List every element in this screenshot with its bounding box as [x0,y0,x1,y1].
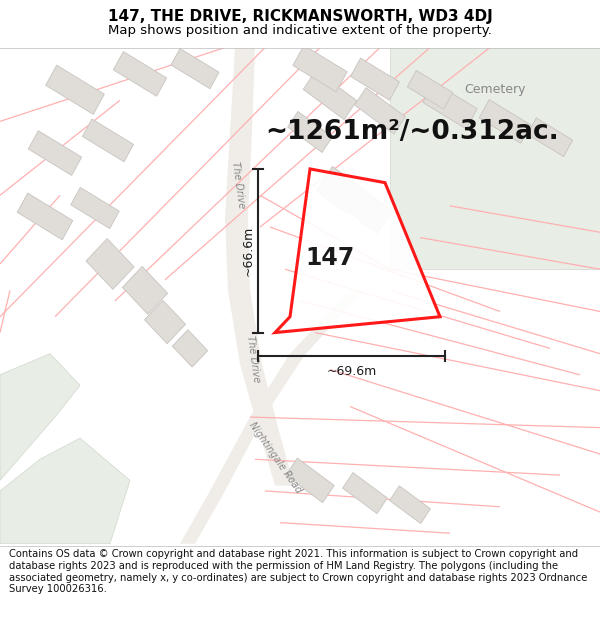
Text: The Drive: The Drive [230,161,246,209]
Text: The Drive: The Drive [245,335,261,383]
Polygon shape [423,82,477,129]
Text: ~69.6m: ~69.6m [326,365,377,378]
Polygon shape [293,46,347,92]
Polygon shape [348,189,392,233]
Polygon shape [172,330,208,367]
Polygon shape [122,266,167,314]
Text: 147, THE DRIVE, RICKMANSWORTH, WD3 4DJ: 147, THE DRIVE, RICKMANSWORTH, WD3 4DJ [107,9,493,24]
Polygon shape [275,169,440,332]
Polygon shape [145,301,185,344]
Polygon shape [171,49,219,89]
Text: Cemetery: Cemetery [464,83,526,96]
Polygon shape [0,438,130,544]
Polygon shape [343,472,388,514]
Polygon shape [17,193,73,240]
Polygon shape [350,58,400,100]
Polygon shape [355,88,406,134]
Polygon shape [71,188,119,229]
Polygon shape [28,131,82,176]
Polygon shape [303,71,357,119]
Text: ~1261m²/~0.312ac.: ~1261m²/~0.312ac. [265,119,559,145]
Polygon shape [113,51,167,96]
Polygon shape [287,111,332,152]
Polygon shape [225,48,294,486]
Polygon shape [86,239,134,289]
Text: Contains OS data © Crown copyright and database right 2021. This information is : Contains OS data © Crown copyright and d… [9,549,587,594]
Polygon shape [46,65,104,114]
Polygon shape [527,118,572,157]
Polygon shape [286,458,334,503]
Text: ~66.6m: ~66.6m [241,226,254,276]
Polygon shape [389,486,430,524]
Text: 147: 147 [305,246,355,270]
Text: Map shows position and indicative extent of the property.: Map shows position and indicative extent… [108,24,492,37]
Polygon shape [479,99,531,143]
Polygon shape [407,71,452,109]
Polygon shape [0,354,80,481]
Text: Nightingale Road: Nightingale Road [247,420,303,494]
Polygon shape [316,166,364,214]
Polygon shape [390,48,600,269]
Polygon shape [82,119,134,162]
Polygon shape [180,291,362,544]
